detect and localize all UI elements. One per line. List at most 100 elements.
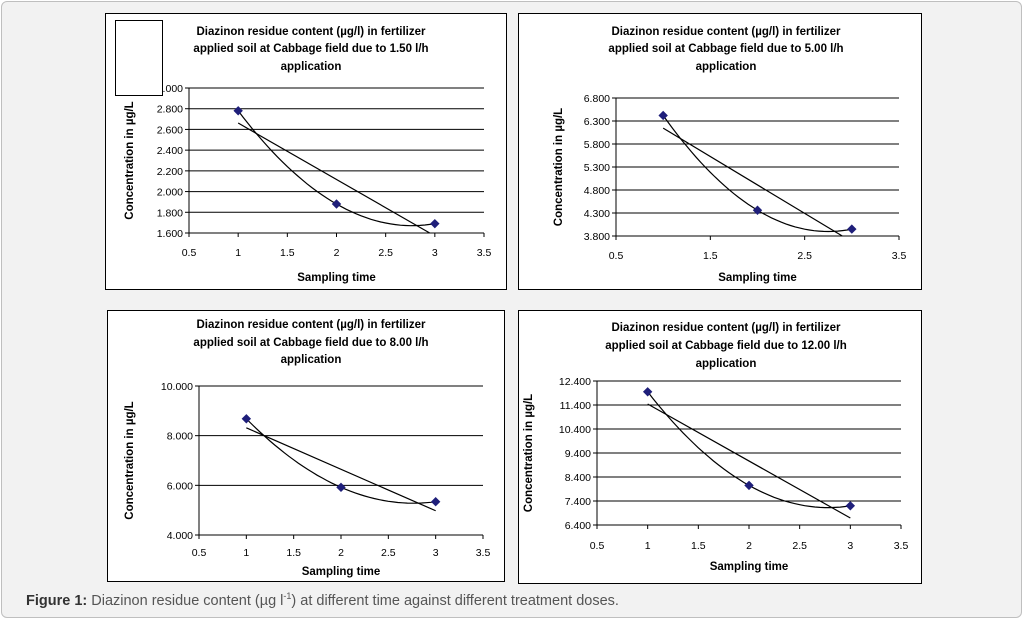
chart-title-line: applied soil at Cabbage field due to 8.0… (193, 337, 428, 349)
linear-trendline (237, 122, 431, 234)
y-tick-label: 5.800 (584, 139, 610, 151)
x-tick-label: 3.5 (476, 547, 491, 559)
x-tick-label: 1 (645, 540, 651, 552)
chart-title-line: Diazinon residue content (µg/l) in ferti… (612, 322, 842, 334)
x-tick-label: 3 (433, 547, 439, 559)
x-tick-label: 3.5 (894, 540, 909, 552)
data-point (752, 205, 763, 215)
caption-superscript: -1 (283, 591, 292, 601)
x-tick-label: 0.5 (182, 247, 197, 259)
chart-panel-3: Diazinon residue content (µg/l) in ferti… (107, 310, 505, 582)
y-tick-label: 4.300 (584, 208, 610, 220)
x-tick-label: 3.5 (892, 250, 907, 262)
chart-title-line: applied soil at Cabbage field due to 1.5… (193, 43, 428, 55)
y-tick-label: 2.600 (157, 124, 183, 136)
x-axis-label: Sampling time (297, 272, 376, 284)
y-axis-label: Concentration in µg/L (553, 108, 565, 226)
y-axis-label: Concentration in µg/L (124, 101, 136, 219)
y-tick-label: 2.200 (157, 166, 183, 178)
y-tick-label: 3.000 (157, 83, 183, 95)
chart-3-svg: Diazinon residue content (µg/l) in ferti… (124, 319, 491, 578)
chart-panel-1: Diazinon residue content (µg/l) in ferti… (105, 13, 507, 290)
x-axis-label: Sampling time (710, 561, 789, 573)
y-tick-label: 2.400 (157, 145, 183, 157)
chart-title-line: application (281, 354, 342, 366)
y-axis-label: Concentration in µg/L (124, 401, 136, 519)
x-tick-label: 1 (243, 547, 249, 559)
chart-title-line: application (281, 61, 342, 73)
data-point (241, 414, 252, 424)
x-tick-label: 2 (334, 247, 340, 259)
caption-text-1: Diazinon residue content (µg l (87, 592, 284, 609)
chart-title-line: applied soil at Cabbage field due to 12.… (605, 340, 847, 352)
linear-trendline (246, 427, 436, 512)
y-tick-label: 7.400 (565, 496, 591, 508)
data-point (658, 110, 668, 121)
x-tick-label: 1.5 (691, 540, 706, 552)
polynomial-trendline (647, 391, 851, 509)
data-point (430, 218, 440, 229)
x-tick-label: 3 (847, 540, 853, 552)
x-tick-label: 1 (235, 247, 241, 259)
y-tick-label: 1.800 (157, 207, 183, 219)
caption-text-2: ) at different time against different tr… (291, 592, 619, 609)
y-tick-label: 4.000 (167, 530, 193, 542)
data-point (845, 501, 856, 511)
x-tick-label: 2.5 (792, 540, 807, 552)
chart-panel-4: Diazinon residue content (µg/l) in ferti… (518, 310, 922, 584)
data-point (336, 482, 346, 493)
x-tick-label: 3.5 (477, 247, 492, 259)
x-axis-label: Sampling time (718, 272, 797, 284)
y-axis-label: Concentration in µg/L (523, 394, 535, 512)
y-tick-label: 3.800 (584, 231, 610, 243)
data-point (847, 224, 857, 234)
linear-trendline (662, 127, 843, 237)
chart-title-line: Diazinon residue content (µg/l) in ferti… (197, 26, 427, 38)
chart-title-line: application (696, 358, 757, 370)
x-tick-label: 0.5 (609, 250, 624, 262)
x-tick-label: 2 (746, 540, 752, 552)
chart-title-line: Diazinon residue content (µg/l) in ferti… (197, 319, 427, 331)
linear-trendline (647, 403, 851, 519)
y-tick-label: 6.800 (584, 93, 610, 105)
y-tick-label: 5.300 (584, 162, 610, 174)
y-tick-label: 11.400 (560, 400, 591, 412)
chart-title-line: Diazinon residue content (µg/l) in ferti… (612, 26, 842, 38)
y-tick-label: 6.300 (584, 116, 610, 128)
x-axis-label: Sampling time (302, 566, 381, 578)
x-tick-label: 1.5 (286, 547, 301, 559)
chart-1-svg: Diazinon residue content (µg/l) in ferti… (124, 26, 492, 284)
y-tick-label: 2.000 (157, 187, 183, 199)
data-point (233, 106, 243, 116)
y-tick-label: 8.400 (565, 472, 591, 484)
x-tick-label: 1.5 (280, 247, 295, 259)
x-tick-label: 0.5 (192, 547, 207, 559)
x-tick-label: 2.5 (378, 247, 393, 259)
y-tick-label: 2.800 (157, 104, 183, 116)
legend-box (115, 20, 163, 96)
data-point (430, 497, 441, 507)
y-tick-label: 6.400 (565, 520, 591, 532)
y-tick-label: 1.600 (157, 228, 183, 240)
data-point (744, 480, 754, 491)
x-tick-label: 3 (432, 247, 438, 259)
y-tick-label: 10.000 (161, 381, 193, 393)
chart-title-line: applied soil at Cabbage field due to 5.0… (608, 43, 843, 55)
y-tick-label: 10.400 (559, 424, 591, 436)
x-tick-label: 0.5 (590, 540, 605, 552)
chart-title-line: application (696, 61, 757, 73)
figure-caption: Figure 1: Diazinon residue content (µg l… (26, 591, 619, 609)
y-tick-label: 9.400 (565, 448, 591, 460)
data-point (642, 387, 653, 397)
x-tick-label: 2 (338, 547, 344, 559)
x-tick-label: 2.5 (797, 250, 812, 262)
y-tick-label: 6.000 (167, 480, 193, 492)
chart-2-svg: Diazinon residue content (µg/l) in ferti… (553, 26, 907, 284)
y-tick-label: 12.400 (559, 376, 591, 388)
caption-label: Figure 1: (26, 592, 88, 609)
x-tick-label: 1.5 (703, 250, 718, 262)
y-tick-label: 8.000 (167, 431, 193, 443)
x-tick-label: 2.5 (381, 547, 396, 559)
y-tick-label: 4.800 (584, 185, 610, 197)
chart-panel-2: Diazinon residue content (µg/l) in ferti… (518, 13, 922, 290)
